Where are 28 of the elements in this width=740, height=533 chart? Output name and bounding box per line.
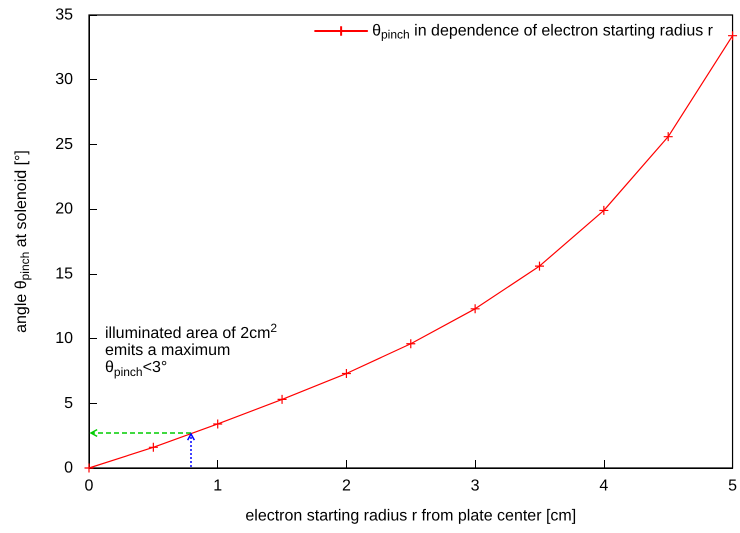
point	[727, 30, 738, 41]
y-tick-label: 5	[64, 394, 74, 412]
y-tick-label: 35	[55, 6, 74, 24]
text: illuminated area of 2cm$^{2}$ emits a maximum θ$_{pinch}$<3°	[105, 321, 278, 379]
point	[341, 368, 352, 379]
y-axis-title: angle θpinch at solenoid [°]	[12, 150, 32, 333]
point	[534, 260, 545, 272]
x-tick-label: 2	[342, 478, 351, 494]
point	[406, 338, 416, 349]
y-tick-label: 15	[55, 265, 74, 282]
x-axis-title: electron starting radius r from plate center [cm]	[245, 508, 576, 524]
point	[84, 462, 94, 474]
x-tick-label: 4	[599, 478, 608, 494]
y-tick-label: 25	[55, 136, 74, 153]
x-tick-label: 5	[728, 478, 738, 494]
point	[212, 418, 223, 430]
y-tick-label: 10	[55, 330, 74, 348]
x-tick-label: 3	[470, 478, 480, 494]
point	[663, 132, 674, 142]
x-tick-label: 0	[84, 478, 94, 494]
y-tick-label: 0	[64, 460, 74, 476]
x-tick-label: 1	[213, 478, 222, 494]
y-tick-label: 30	[55, 71, 74, 88]
y-tick-label: 20	[55, 200, 74, 218]
point	[148, 442, 158, 452]
point	[470, 304, 480, 314]
point	[276, 394, 288, 405]
point	[598, 205, 609, 216]
